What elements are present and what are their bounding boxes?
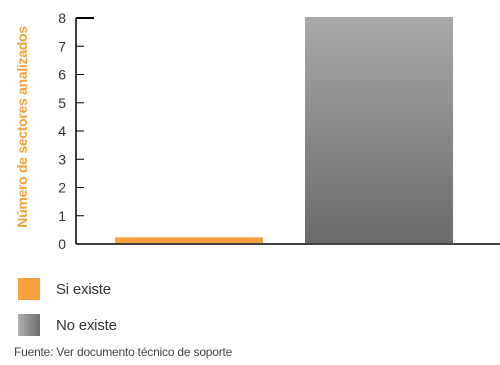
y-tick-label: 1 xyxy=(58,208,66,224)
legend-swatch-orange xyxy=(18,278,40,300)
legend-item-si-existe: Si existe xyxy=(18,278,318,300)
bars xyxy=(115,17,453,243)
legend: Si existe No existe xyxy=(18,278,318,336)
y-axis-ticks: 0 1 2 3 4 5 6 7 8 xyxy=(58,10,94,252)
y-tick-label: 7 xyxy=(58,38,66,54)
y-tick-label: 8 xyxy=(58,10,66,26)
y-tick-label: 5 xyxy=(58,95,66,111)
bar-si-existe xyxy=(115,237,263,243)
bar-no-existe xyxy=(305,17,453,243)
bar-chart: 0 1 2 3 4 5 6 7 8 xyxy=(58,10,500,252)
legend-label: No existe xyxy=(56,316,117,334)
y-tick-label: 6 xyxy=(58,67,66,83)
y-tick-label: 3 xyxy=(58,151,66,167)
legend-label: Si existe xyxy=(56,280,111,298)
legend-swatch-gray xyxy=(18,314,40,336)
y-tick-label: 4 xyxy=(58,123,66,139)
y-tick-label: 2 xyxy=(58,180,66,196)
legend-item-no-existe: No existe xyxy=(18,314,318,336)
y-tick-label: 0 xyxy=(58,236,66,252)
source-note: Fuente: Ver documento técnico de soporte xyxy=(14,345,233,359)
